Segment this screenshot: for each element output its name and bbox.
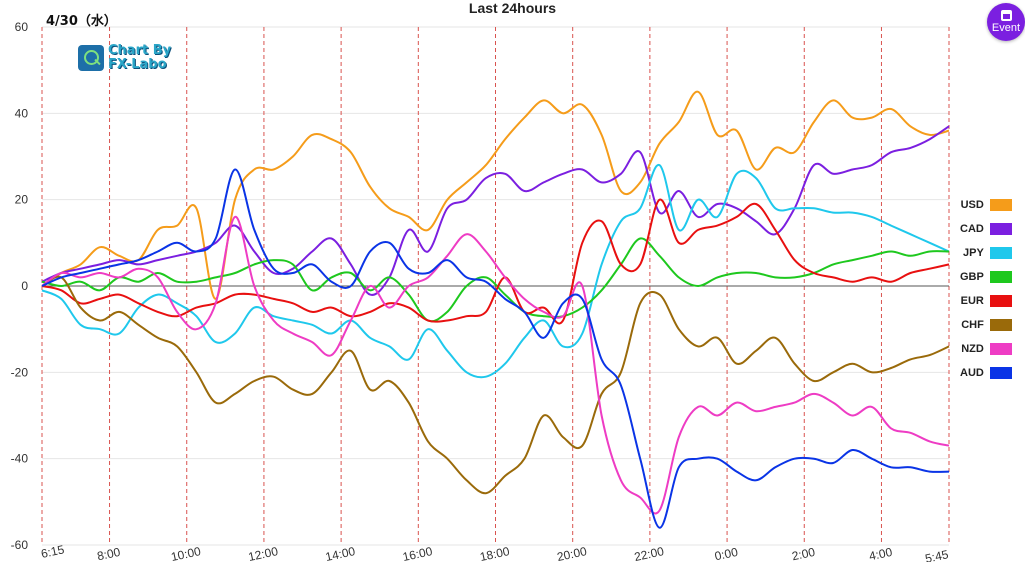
legend-label: GBP xyxy=(960,271,984,283)
legend-item-chf[interactable]: CHF xyxy=(960,313,1012,337)
series-lines xyxy=(41,90,950,529)
legend-swatch xyxy=(989,223,1012,235)
x-tick-label: 8:00 xyxy=(96,545,122,562)
series-line-chf xyxy=(41,275,950,495)
y-tick-label: 40 xyxy=(15,106,29,120)
x-tick-label: 18:00 xyxy=(479,544,512,562)
series-line-usd xyxy=(41,90,950,300)
legend-label: USD xyxy=(960,199,984,211)
x-tick-label: 20:00 xyxy=(556,544,589,562)
legend-item-aud[interactable]: AUD xyxy=(960,361,1012,385)
calendar-icon xyxy=(1000,10,1012,21)
magnifier-icon xyxy=(78,45,104,71)
legend-swatch xyxy=(989,295,1012,307)
legend-item-nzd[interactable]: NZD xyxy=(960,337,1012,361)
legend: USD CAD JPY GBP EUR CHF NZD AUD xyxy=(960,193,1012,385)
x-axis-tick-labels: 6:15 8:00 10:00 12:00 14:00 16:00 18:00 20:00 22… xyxy=(40,542,950,562)
x-tick-label: 14:00 xyxy=(324,544,357,562)
x-tick-label: 22:00 xyxy=(633,544,666,562)
date-label: 4/30（水） xyxy=(46,14,117,29)
series-line-gbp xyxy=(41,237,950,323)
watermark-line1: Chart By xyxy=(108,43,172,58)
legend-item-gbp[interactable]: GBP xyxy=(960,265,1012,289)
x-tick-label: 16:00 xyxy=(401,544,434,562)
x-tick-label: 6:15 xyxy=(40,542,66,561)
series-line-jpy xyxy=(41,164,950,379)
legend-swatch xyxy=(989,199,1012,211)
y-tick-label: -20 xyxy=(11,365,29,379)
watermark-logo: Chart By FX-Labo xyxy=(78,44,171,72)
legend-swatch xyxy=(989,271,1012,283)
legend-item-usd[interactable]: USD xyxy=(960,193,1012,217)
y-tick-label: -60 xyxy=(11,538,29,552)
chart-title: Last 24hours xyxy=(468,0,557,16)
series-line-aud xyxy=(41,168,950,529)
legend-swatch xyxy=(989,319,1012,331)
x-tick-label: 5:45 xyxy=(924,547,950,562)
legend-swatch xyxy=(989,367,1012,379)
legend-label: AUD xyxy=(960,367,984,379)
x-tick-label: 10:00 xyxy=(170,544,203,562)
event-button[interactable]: Event xyxy=(987,3,1025,41)
legend-item-eur[interactable]: EUR xyxy=(960,289,1012,313)
watermark-text: Chart By FX-Labo xyxy=(108,44,171,72)
legend-swatch xyxy=(989,247,1012,259)
y-tick-label: 20 xyxy=(15,193,29,207)
legend-item-jpy[interactable]: JPY xyxy=(960,241,1012,265)
x-tick-label: 4:00 xyxy=(868,545,894,562)
y-tick-label: 0 xyxy=(21,279,28,293)
legend-label: EUR xyxy=(960,295,984,307)
x-tick-label: 2:00 xyxy=(791,545,817,562)
watermark-line2: FX-Labo xyxy=(108,57,167,72)
series-line-eur xyxy=(41,198,950,325)
y-tick-label: -40 xyxy=(11,452,29,466)
x-tick-label: 12:00 xyxy=(247,544,280,562)
legend-label: JPY xyxy=(963,247,984,259)
event-button-label: Event xyxy=(991,22,1021,34)
legend-item-cad[interactable]: CAD xyxy=(960,217,1012,241)
series-line-nzd xyxy=(41,215,950,515)
y-tick-label: 60 xyxy=(15,20,29,34)
y-axis-tick-labels: 60 40 20 0 -20 -40 -60 xyxy=(11,20,29,552)
legend-label: NZD xyxy=(961,343,984,355)
x-tick-label: 0:00 xyxy=(713,545,739,562)
legend-label: CAD xyxy=(960,223,984,235)
legend-swatch xyxy=(989,343,1012,355)
legend-label: CHF xyxy=(961,319,984,331)
